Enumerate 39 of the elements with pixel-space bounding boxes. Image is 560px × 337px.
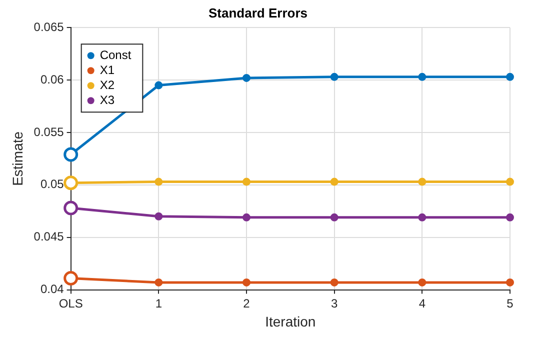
legend-label: X2 bbox=[100, 78, 115, 92]
point bbox=[330, 278, 338, 286]
point bbox=[506, 178, 514, 186]
point bbox=[418, 72, 426, 81]
legend-label: X1 bbox=[100, 62, 115, 77]
point bbox=[154, 178, 163, 186]
point bbox=[242, 213, 250, 222]
point bbox=[506, 213, 514, 222]
point bbox=[330, 213, 338, 222]
y-tick-label: 0.065 bbox=[34, 20, 64, 34]
x-axis-title: Iteration bbox=[265, 313, 316, 330]
y-axis-title: Estimate bbox=[9, 131, 26, 186]
point bbox=[506, 278, 514, 286]
point bbox=[418, 278, 426, 286]
point bbox=[242, 278, 250, 286]
x-tick-label: 3 bbox=[330, 296, 338, 310]
point bbox=[154, 81, 163, 90]
x-tick-label: OLS bbox=[58, 296, 83, 310]
point bbox=[330, 72, 338, 81]
point bbox=[418, 213, 426, 222]
y-tick-label: 0.05 bbox=[40, 177, 64, 192]
point bbox=[154, 212, 163, 220]
y-tick-label: 0.055 bbox=[34, 124, 64, 139]
x-tick-label: 5 bbox=[506, 296, 514, 310]
x-tick-label: 2 bbox=[243, 296, 250, 310]
point bbox=[506, 72, 514, 81]
y-tick-label: 0.06 bbox=[40, 72, 64, 86]
point bbox=[242, 74, 250, 82]
x-tick-label: 1 bbox=[155, 296, 162, 310]
point bbox=[418, 178, 426, 186]
x-tick-label: 4 bbox=[418, 296, 426, 310]
legend-label: X3 bbox=[100, 92, 115, 107]
y-tick-label: 0.04 bbox=[40, 282, 64, 296]
chart-title: Standard Errors bbox=[208, 5, 308, 20]
point bbox=[154, 278, 163, 286]
legend-label: Const bbox=[100, 48, 132, 62]
point bbox=[330, 178, 338, 186]
point bbox=[242, 178, 250, 186]
y-tick-label: 0.045 bbox=[34, 230, 64, 244]
